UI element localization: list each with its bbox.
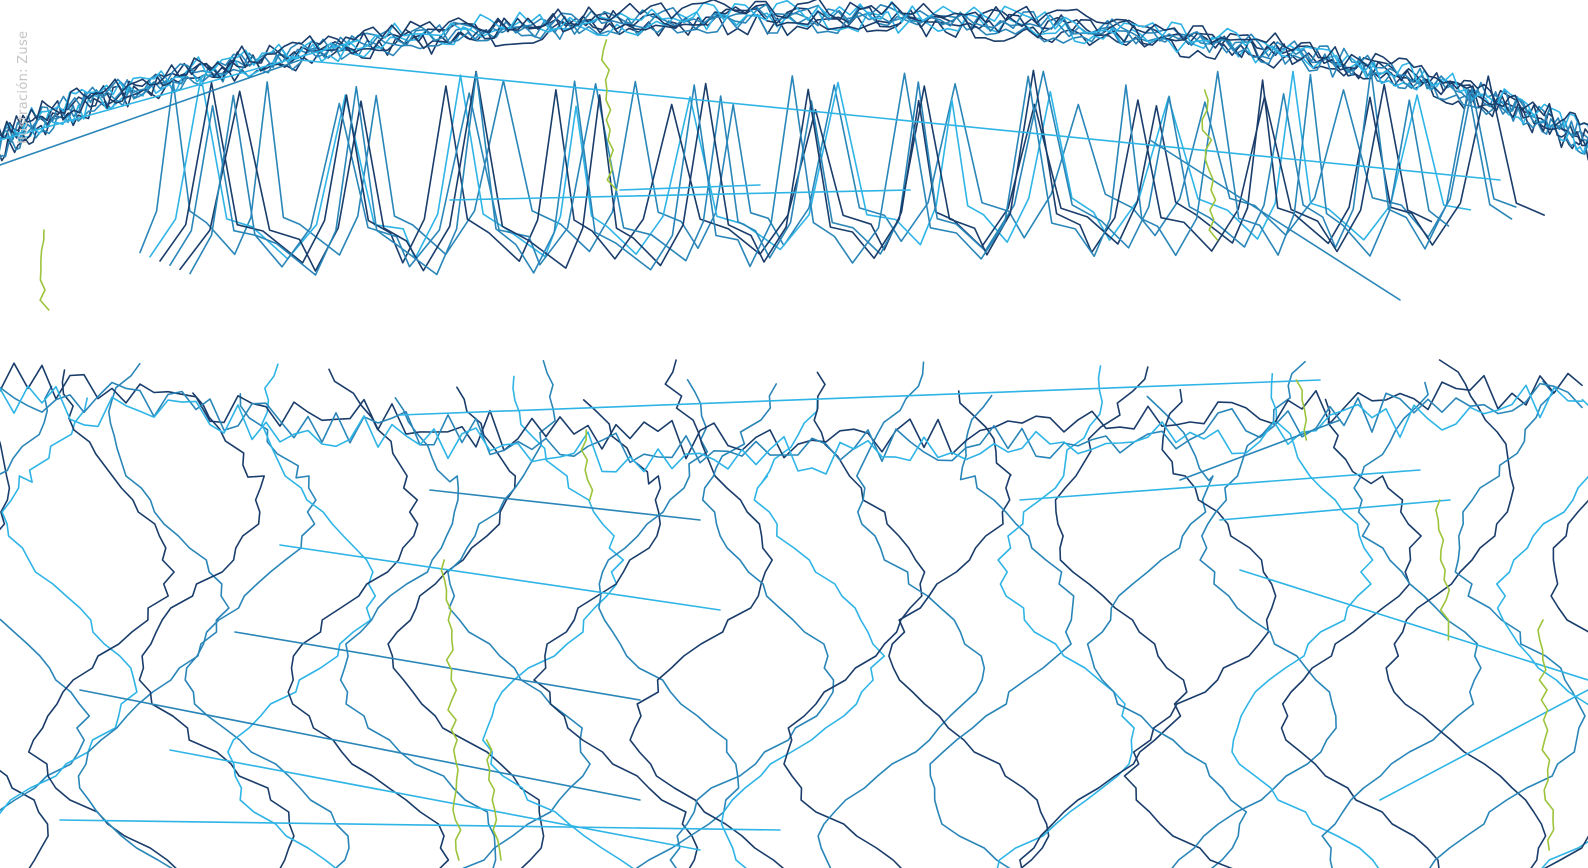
front-wall-line: [669, 383, 835, 868]
front-wall-line: [1543, 499, 1588, 868]
front-wall-line: [1019, 366, 1188, 868]
inner-wall-line: [169, 69, 1513, 268]
front-wall-line: [339, 396, 497, 868]
front-wall-line: [1086, 395, 1248, 868]
front-wall-line: [929, 394, 1075, 868]
straight-line: [1379, 689, 1588, 801]
green-line: [1435, 499, 1451, 641]
straight-line: [1239, 569, 1588, 681]
straight-line: [59, 819, 781, 831]
inner-wall-line: [179, 69, 1433, 272]
green-line: [1537, 619, 1555, 851]
rim-line: [0, 0, 1588, 140]
green-line: [600, 39, 618, 191]
front-wall-line: [888, 390, 1050, 868]
front-wall-line: [1280, 398, 1440, 868]
inner-wall-line: [189, 70, 1450, 276]
front-wall-line: [1385, 359, 1547, 868]
straight-line: [1179, 419, 1341, 481]
front-wall-line: [996, 365, 1135, 868]
inner-wall-line: [159, 75, 1545, 264]
front-wall-line: [533, 399, 699, 868]
front-wall-line: [1321, 381, 1482, 868]
front-wall-line: [817, 361, 986, 868]
straight-line: [0, 39, 361, 141]
front-wall-line: [27, 369, 177, 868]
front-wall-line: [1496, 398, 1588, 868]
green-line: [580, 429, 594, 501]
green-line: [485, 739, 502, 861]
front-rim-line: [0, 362, 1583, 460]
front-wall-line: [1428, 380, 1586, 868]
rim-line: [0, 6, 1588, 152]
ring-green-lines: [39, 39, 1555, 861]
green-line: [1295, 379, 1308, 441]
rim-line: [0, 3, 1588, 146]
front-wall-line: [1123, 388, 1277, 868]
straight-line: [1149, 139, 1401, 301]
green-line: [1201, 89, 1219, 241]
front-wall-line: [629, 359, 785, 868]
front-wall-line: [0, 397, 138, 815]
ring-straight-lines: [0, 39, 1588, 851]
inner-wall-line: [149, 70, 1472, 260]
front-wall-line: [598, 378, 740, 868]
green-line: [39, 229, 50, 311]
illustration-credit: Ilustración: Zuse: [16, 30, 31, 144]
rim-line: [0, 12, 1588, 159]
front-wall-line: [184, 392, 350, 868]
front-wall-line: [77, 362, 230, 868]
straight-line: [299, 59, 1501, 181]
front-wall-line: [0, 385, 91, 812]
straight-line: [449, 189, 911, 201]
straight-line: [169, 749, 701, 851]
front-wall-line: [481, 375, 634, 868]
straight-line: [429, 489, 701, 521]
ring-front-wall: [0, 359, 1588, 868]
rim-line: [0, 13, 1588, 162]
front-wall-line: [287, 368, 450, 868]
straight-line: [619, 184, 761, 191]
rim-line: [0, 0, 1588, 138]
front-wall-line: [138, 392, 295, 868]
straight-line: [1219, 499, 1451, 521]
front-wall-line: [1231, 372, 1380, 868]
straight-line: [79, 689, 641, 801]
front-wall-line: [0, 440, 49, 868]
front-wall-line: [227, 363, 377, 868]
straight-line: [1019, 469, 1421, 501]
green-line: [440, 559, 462, 861]
straight-line: [279, 544, 721, 611]
straight-line: [234, 631, 641, 701]
ring-inner-wall: [139, 69, 1545, 276]
front-wall-line: [720, 398, 886, 868]
straight-line: [0, 59, 301, 166]
inner-wall-line: [139, 79, 1517, 256]
straight-line: [399, 379, 1321, 416]
